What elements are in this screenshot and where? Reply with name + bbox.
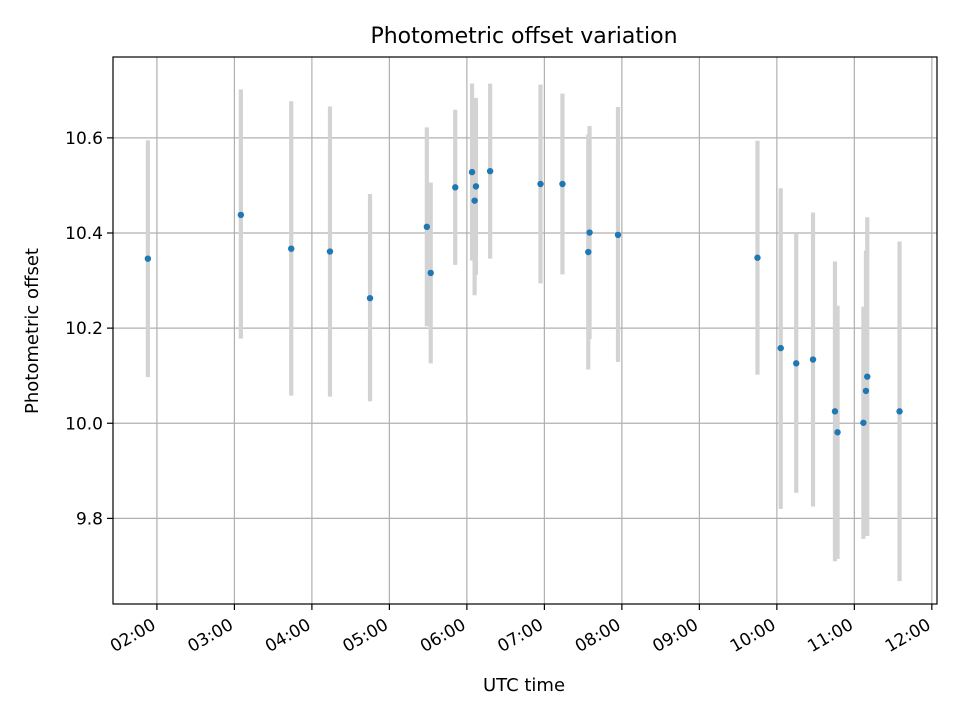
data-point bbox=[144, 255, 152, 262]
y-tick-label: 10.2 bbox=[65, 319, 103, 339]
x-tick-label: 11:00 bbox=[804, 615, 856, 657]
x-axis-label: UTC time bbox=[483, 675, 565, 696]
x-tick-label: 09:00 bbox=[649, 615, 701, 657]
plot-frame bbox=[112, 56, 938, 605]
x-axis-ticks: 02:00 03:00 04:00 05:00 06:00 07:00 08:00 09:00… bbox=[107, 604, 934, 657]
y-axis-label: Photometric offset bbox=[22, 248, 43, 414]
data-point bbox=[366, 294, 374, 302]
x-tick-label: 10:00 bbox=[727, 615, 779, 657]
y-tick-label: 9.8 bbox=[76, 509, 103, 529]
y-axis-ticks: 9.8 10.0 10.2 10.4 10.6 bbox=[65, 129, 113, 529]
x-tick-label: 04:00 bbox=[262, 615, 314, 657]
data-point bbox=[427, 269, 434, 277]
data-point bbox=[793, 360, 800, 367]
data-point bbox=[586, 229, 593, 236]
data-point bbox=[486, 167, 494, 175]
data-point bbox=[754, 254, 761, 261]
y-tick-label: 10.4 bbox=[65, 224, 103, 244]
grid bbox=[113, 57, 937, 604]
data-point bbox=[559, 180, 566, 188]
data-point bbox=[288, 245, 295, 252]
data-point bbox=[834, 429, 841, 436]
data-point bbox=[862, 387, 870, 395]
data-point bbox=[537, 180, 544, 188]
data-point bbox=[614, 231, 622, 239]
data-point bbox=[777, 344, 784, 352]
data-point bbox=[809, 356, 817, 363]
data-point bbox=[860, 419, 867, 426]
data-point bbox=[468, 168, 476, 176]
x-tick-label: 03:00 bbox=[184, 615, 236, 657]
x-tick-label: 07:00 bbox=[494, 615, 546, 657]
x-tick-label: 02:00 bbox=[107, 615, 159, 657]
data-point bbox=[896, 408, 903, 415]
y-tick-label: 10.6 bbox=[65, 129, 103, 149]
data-point bbox=[864, 373, 871, 380]
data-point bbox=[831, 408, 839, 415]
y-tick-label: 10.0 bbox=[65, 414, 103, 434]
chart-title: Photometric offset variation bbox=[370, 24, 677, 49]
data-point bbox=[452, 184, 459, 191]
x-tick-label: 06:00 bbox=[417, 615, 469, 657]
x-tick-label: 05:00 bbox=[339, 615, 391, 657]
data-point bbox=[237, 211, 245, 219]
data-point bbox=[585, 248, 592, 256]
x-tick-label: 08:00 bbox=[572, 615, 624, 657]
data-point bbox=[471, 197, 478, 204]
data-point bbox=[423, 223, 431, 231]
data-point bbox=[472, 183, 480, 190]
data-point bbox=[326, 248, 334, 255]
x-tick-label: 12:00 bbox=[882, 615, 934, 657]
data-points bbox=[144, 167, 903, 436]
error-bars bbox=[145, 83, 902, 582]
